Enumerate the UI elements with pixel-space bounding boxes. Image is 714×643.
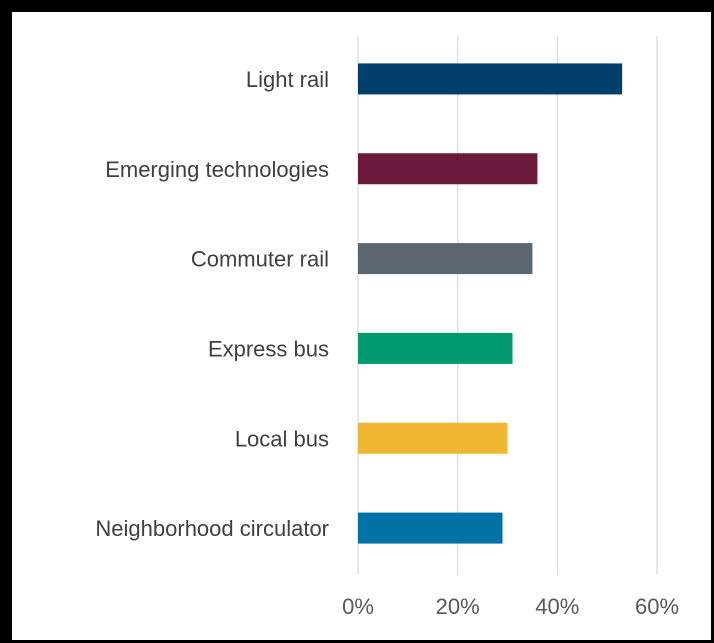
bar — [358, 512, 503, 544]
bar — [358, 243, 533, 275]
category-label: Commuter rail — [191, 247, 329, 272]
x-tick-label: 20% — [436, 594, 480, 619]
category-label: Local bus — [235, 426, 329, 451]
category-label: Emerging technologies — [105, 157, 329, 182]
category-label: Neighborhood circulator — [95, 516, 329, 541]
bar — [358, 63, 623, 95]
bar — [358, 332, 513, 364]
x-tick-label: 0% — [342, 594, 374, 619]
x-tick-label: 60% — [635, 594, 679, 619]
x-tick-label: 40% — [535, 594, 579, 619]
bar — [358, 422, 508, 454]
category-label: Light rail — [246, 67, 329, 92]
bar — [358, 153, 538, 185]
category-label: Express bus — [208, 336, 329, 361]
